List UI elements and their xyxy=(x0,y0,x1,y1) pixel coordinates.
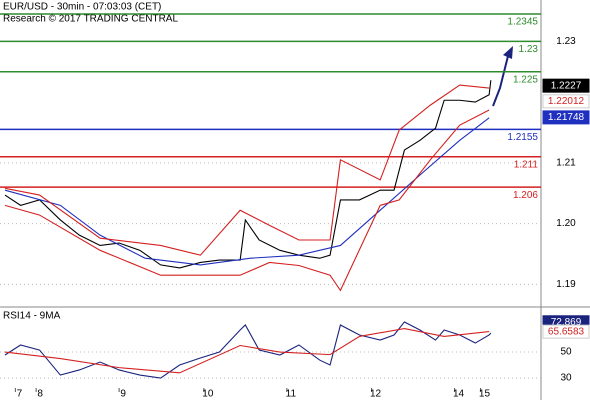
series-line xyxy=(4,84,490,256)
level-label: 1.206 xyxy=(513,190,538,201)
price-tag xyxy=(542,78,590,93)
series-line xyxy=(4,109,490,292)
price-tag-label: 1.21748 xyxy=(548,112,585,123)
x-tick-label: 11 xyxy=(286,389,297,400)
series-line xyxy=(4,117,490,266)
x-tick-label: 9 xyxy=(120,389,126,400)
y-tick-label: 1.23 xyxy=(556,36,576,47)
series-line xyxy=(4,328,490,374)
y-tick-label: 1.19 xyxy=(556,279,576,290)
chart-title: EUR/USD - 30min - 07:03:03 (CET) xyxy=(3,2,161,13)
y-tick-label: 30 xyxy=(560,373,572,384)
x-tick-label: 8 xyxy=(37,389,43,400)
arrow-head xyxy=(503,46,513,59)
price-tag-label: 1.22012 xyxy=(548,96,585,107)
price-tag-label: 72.869 xyxy=(551,317,582,328)
y-tick-label: 50 xyxy=(560,347,572,358)
price-tag xyxy=(542,110,590,125)
level-label: 1.2345 xyxy=(507,17,538,28)
x-tick-label: 10 xyxy=(202,389,214,400)
level-label: 1.23 xyxy=(519,44,539,55)
price-tag-label: 65.6583 xyxy=(548,326,585,337)
y-tick-label: 1.20 xyxy=(556,218,576,229)
price-tag-label: 1.2227 xyxy=(551,80,582,91)
price-tag xyxy=(542,94,590,109)
x-tick-label: 7 xyxy=(17,389,23,400)
chart-subtitle: Research © 2017 TRADING CENTRAL xyxy=(3,14,178,25)
level-label: 1.2155 xyxy=(507,132,538,143)
level-label: 1.211 xyxy=(514,159,539,170)
series-line xyxy=(4,80,492,269)
price-tag xyxy=(542,324,590,339)
y-tick-label: 1.21 xyxy=(556,157,576,168)
level-label: 1.225 xyxy=(513,74,538,85)
x-tick-label: 12 xyxy=(370,389,382,400)
rsi-title: RSI14 - 9MA xyxy=(3,311,61,322)
series-line xyxy=(4,321,492,379)
x-tick-label: 14 xyxy=(453,389,465,400)
forecast-arrow xyxy=(492,55,509,107)
x-tick-label: 15 xyxy=(479,389,491,400)
